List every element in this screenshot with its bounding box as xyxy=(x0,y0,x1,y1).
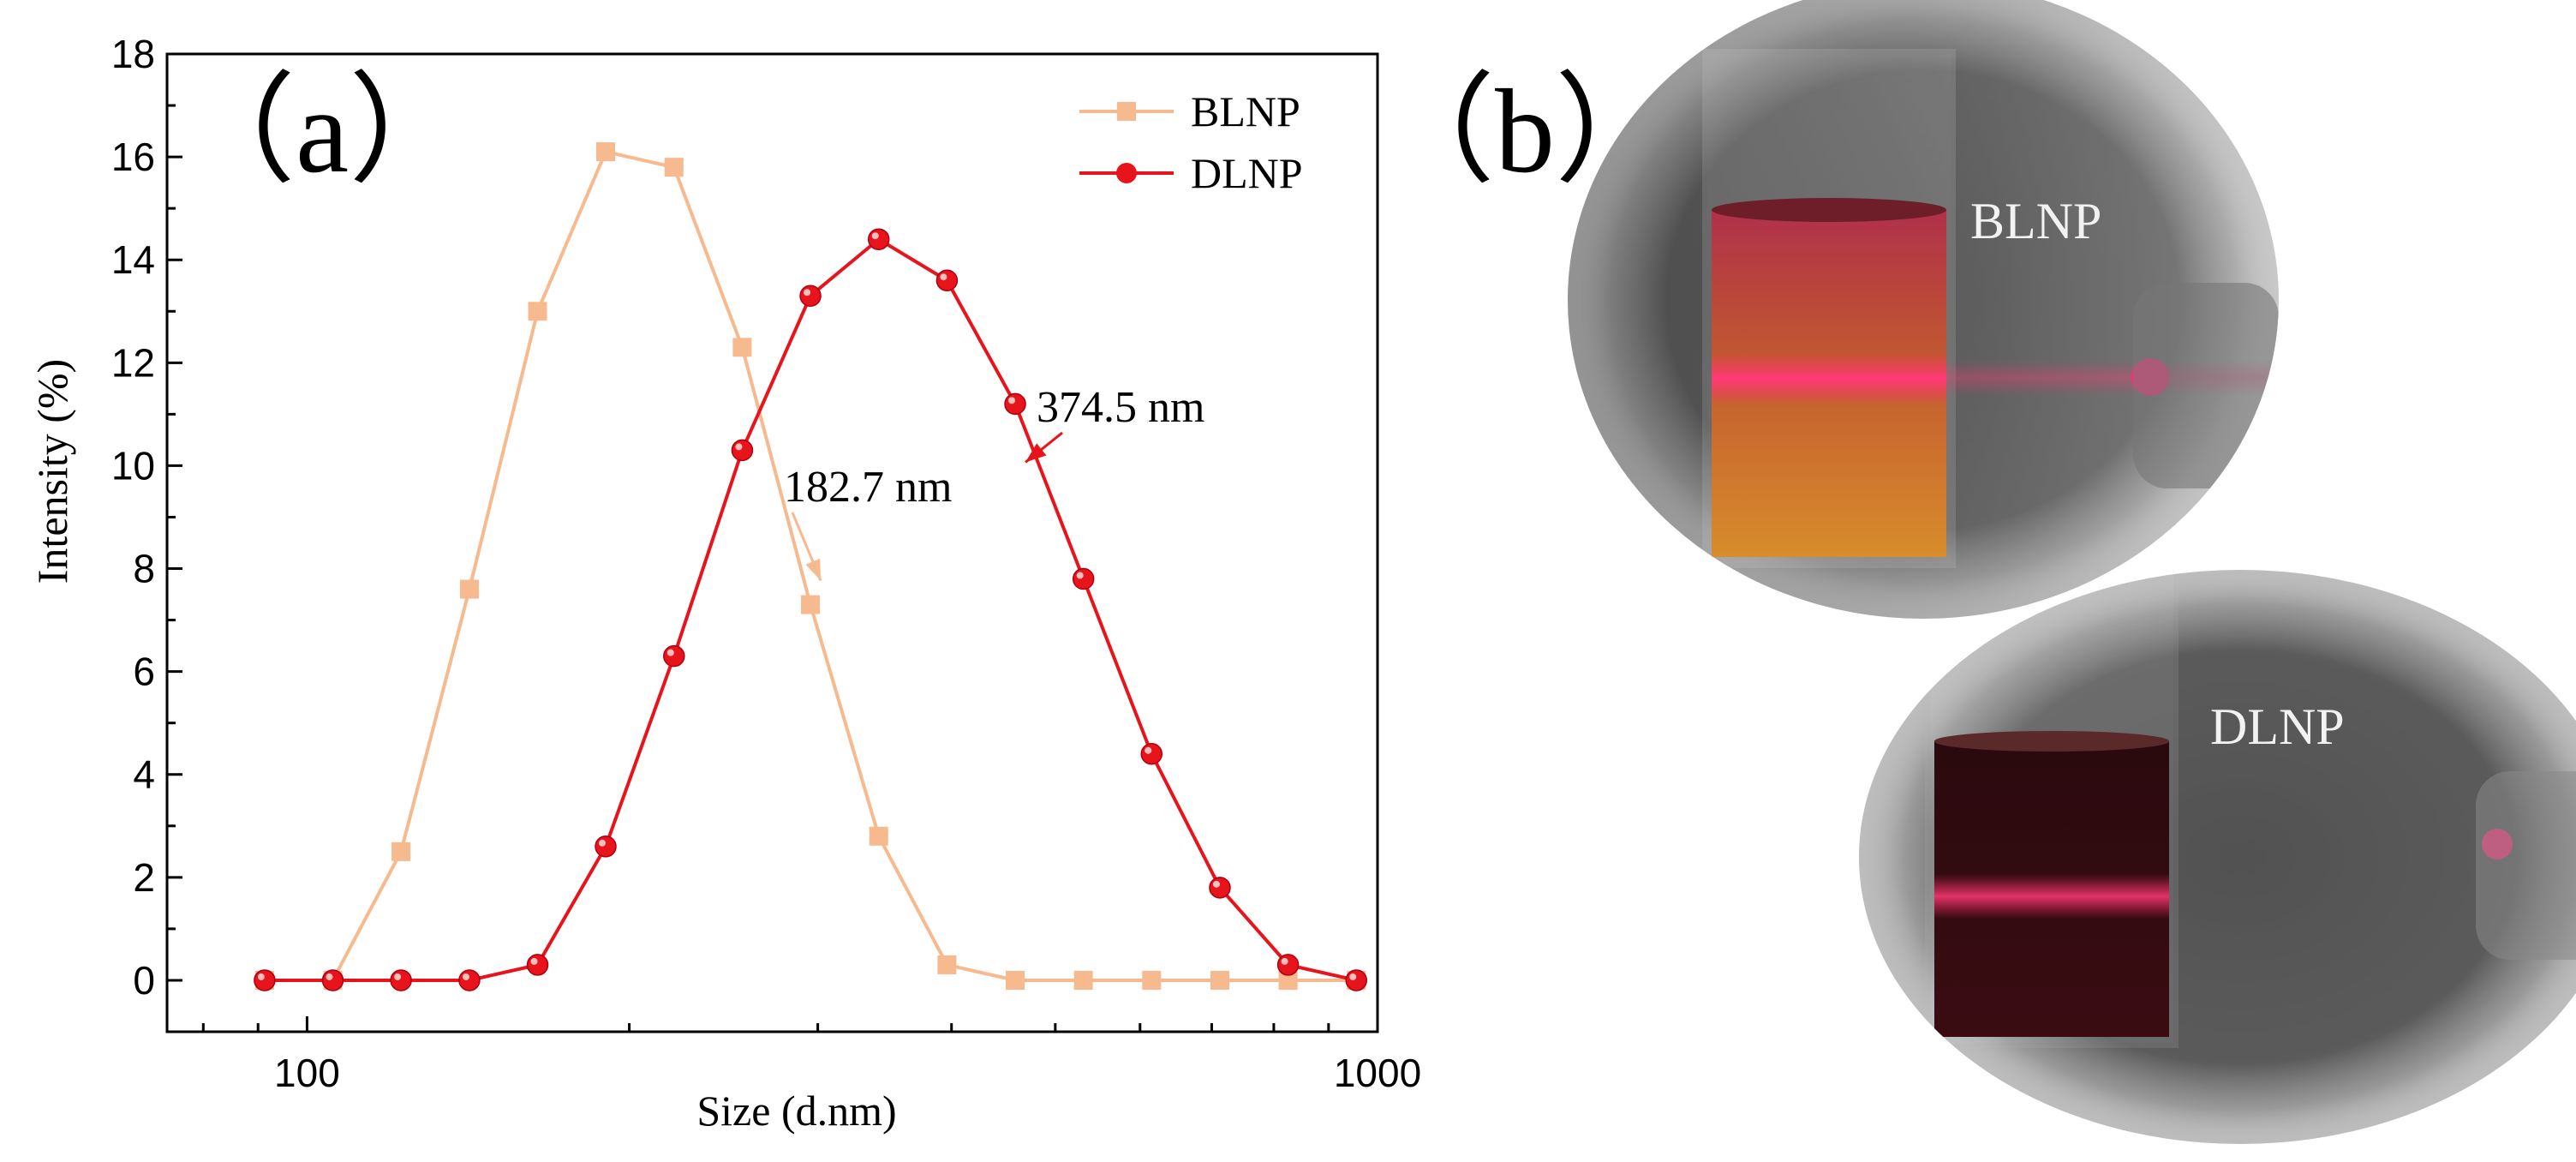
y-tick-label: 16 xyxy=(111,135,155,179)
dlnp-point-highlight xyxy=(871,232,879,240)
blnp-point xyxy=(937,955,957,974)
x-tick-label: 1000 xyxy=(1334,1051,1421,1095)
dlnp-point-highlight xyxy=(666,649,674,656)
annotation-arrow-head xyxy=(1025,443,1047,463)
blnp-point xyxy=(1142,970,1162,990)
blnp-point xyxy=(732,338,752,357)
y-tick-label: 0 xyxy=(133,958,155,1003)
x-tick-label: 100 xyxy=(274,1051,340,1095)
dlnp-point-highlight xyxy=(599,839,607,847)
y-tick-label: 10 xyxy=(111,443,155,488)
dlnp-point-highlight xyxy=(1349,973,1357,980)
annotation-arrow-head xyxy=(805,558,822,581)
blnp-point xyxy=(801,595,821,614)
panel-label-a: （a） xyxy=(176,65,469,198)
dlnp-point-highlight xyxy=(804,289,811,296)
dlnp-point-highlight xyxy=(1008,397,1016,404)
series-blnp xyxy=(254,142,1366,990)
legend-item-dlnp: DLNP xyxy=(1079,149,1303,197)
blnp-point xyxy=(1006,970,1025,990)
dlnp-point-highlight xyxy=(462,973,469,980)
annotation-layer: 182.7 nm 374.5 nm xyxy=(784,383,1204,582)
x-axis: 100 1000 xyxy=(201,1016,1421,1095)
blnp-point xyxy=(1073,970,1093,990)
series-dlnp xyxy=(254,228,1367,991)
y-tick-label: 4 xyxy=(133,752,155,797)
dlnp-point-highlight xyxy=(326,973,333,980)
legend-label: DLNP xyxy=(1191,149,1303,197)
y-axis-label: Intensity (%) xyxy=(28,359,76,584)
blnp-point xyxy=(596,142,616,162)
blnp-point xyxy=(459,579,479,599)
dlnp-point-highlight xyxy=(1145,746,1152,754)
dlnp-point-highlight xyxy=(1281,957,1288,965)
blnp-photo-label: BLNP xyxy=(1970,193,2101,249)
y-tick-label: 8 xyxy=(133,547,155,591)
blnp-laser-beam xyxy=(1712,353,1946,404)
blnp-point xyxy=(1210,970,1229,990)
dlnp-photo-label: DLNP xyxy=(2210,698,2345,755)
blnp-point xyxy=(664,158,684,177)
blnp-point xyxy=(391,842,411,861)
legend-marker xyxy=(1116,163,1137,183)
dlnp-point-highlight xyxy=(394,973,402,980)
y-tick-label: 18 xyxy=(111,32,155,76)
legend-item-blnp: BLNP xyxy=(1079,87,1300,135)
series-layer xyxy=(254,142,1367,991)
dlnp-point-highlight xyxy=(257,973,265,980)
dlnp-point-highlight xyxy=(1212,880,1220,888)
legend: BLNP DLNP xyxy=(1079,87,1303,197)
blnp-photo: BLNP xyxy=(1568,0,2279,619)
y-tick-label: 6 xyxy=(133,650,155,694)
blnp-point xyxy=(1278,970,1298,990)
y-tick-label: 2 xyxy=(133,855,155,900)
dlnp-laser-beam xyxy=(1934,874,2169,919)
y-axis: 0 2 4 6 8 10 12 14 16 18 xyxy=(111,32,182,1033)
dlnp-point-highlight xyxy=(940,273,947,281)
plot-frame xyxy=(165,52,1379,1033)
dlnp-point-highlight xyxy=(735,443,743,451)
y-tick-label: 14 xyxy=(111,237,155,282)
y-tick-label: 12 xyxy=(111,340,155,385)
dlnp-point-highlight xyxy=(1076,572,1084,579)
blnp-point xyxy=(528,302,547,321)
x-axis-label: Size (d.nm) xyxy=(696,1087,896,1135)
legend-label: BLNP xyxy=(1191,87,1300,135)
legend-marker xyxy=(1117,102,1136,121)
annotation-dlnp-size: 374.5 nm xyxy=(1037,383,1204,432)
dlnp-photo: DLNP xyxy=(1859,570,2576,1144)
dlnp-point-highlight xyxy=(530,957,538,965)
blnp-point xyxy=(869,826,888,846)
annotation-blnp-size: 182.7 nm xyxy=(784,463,952,512)
